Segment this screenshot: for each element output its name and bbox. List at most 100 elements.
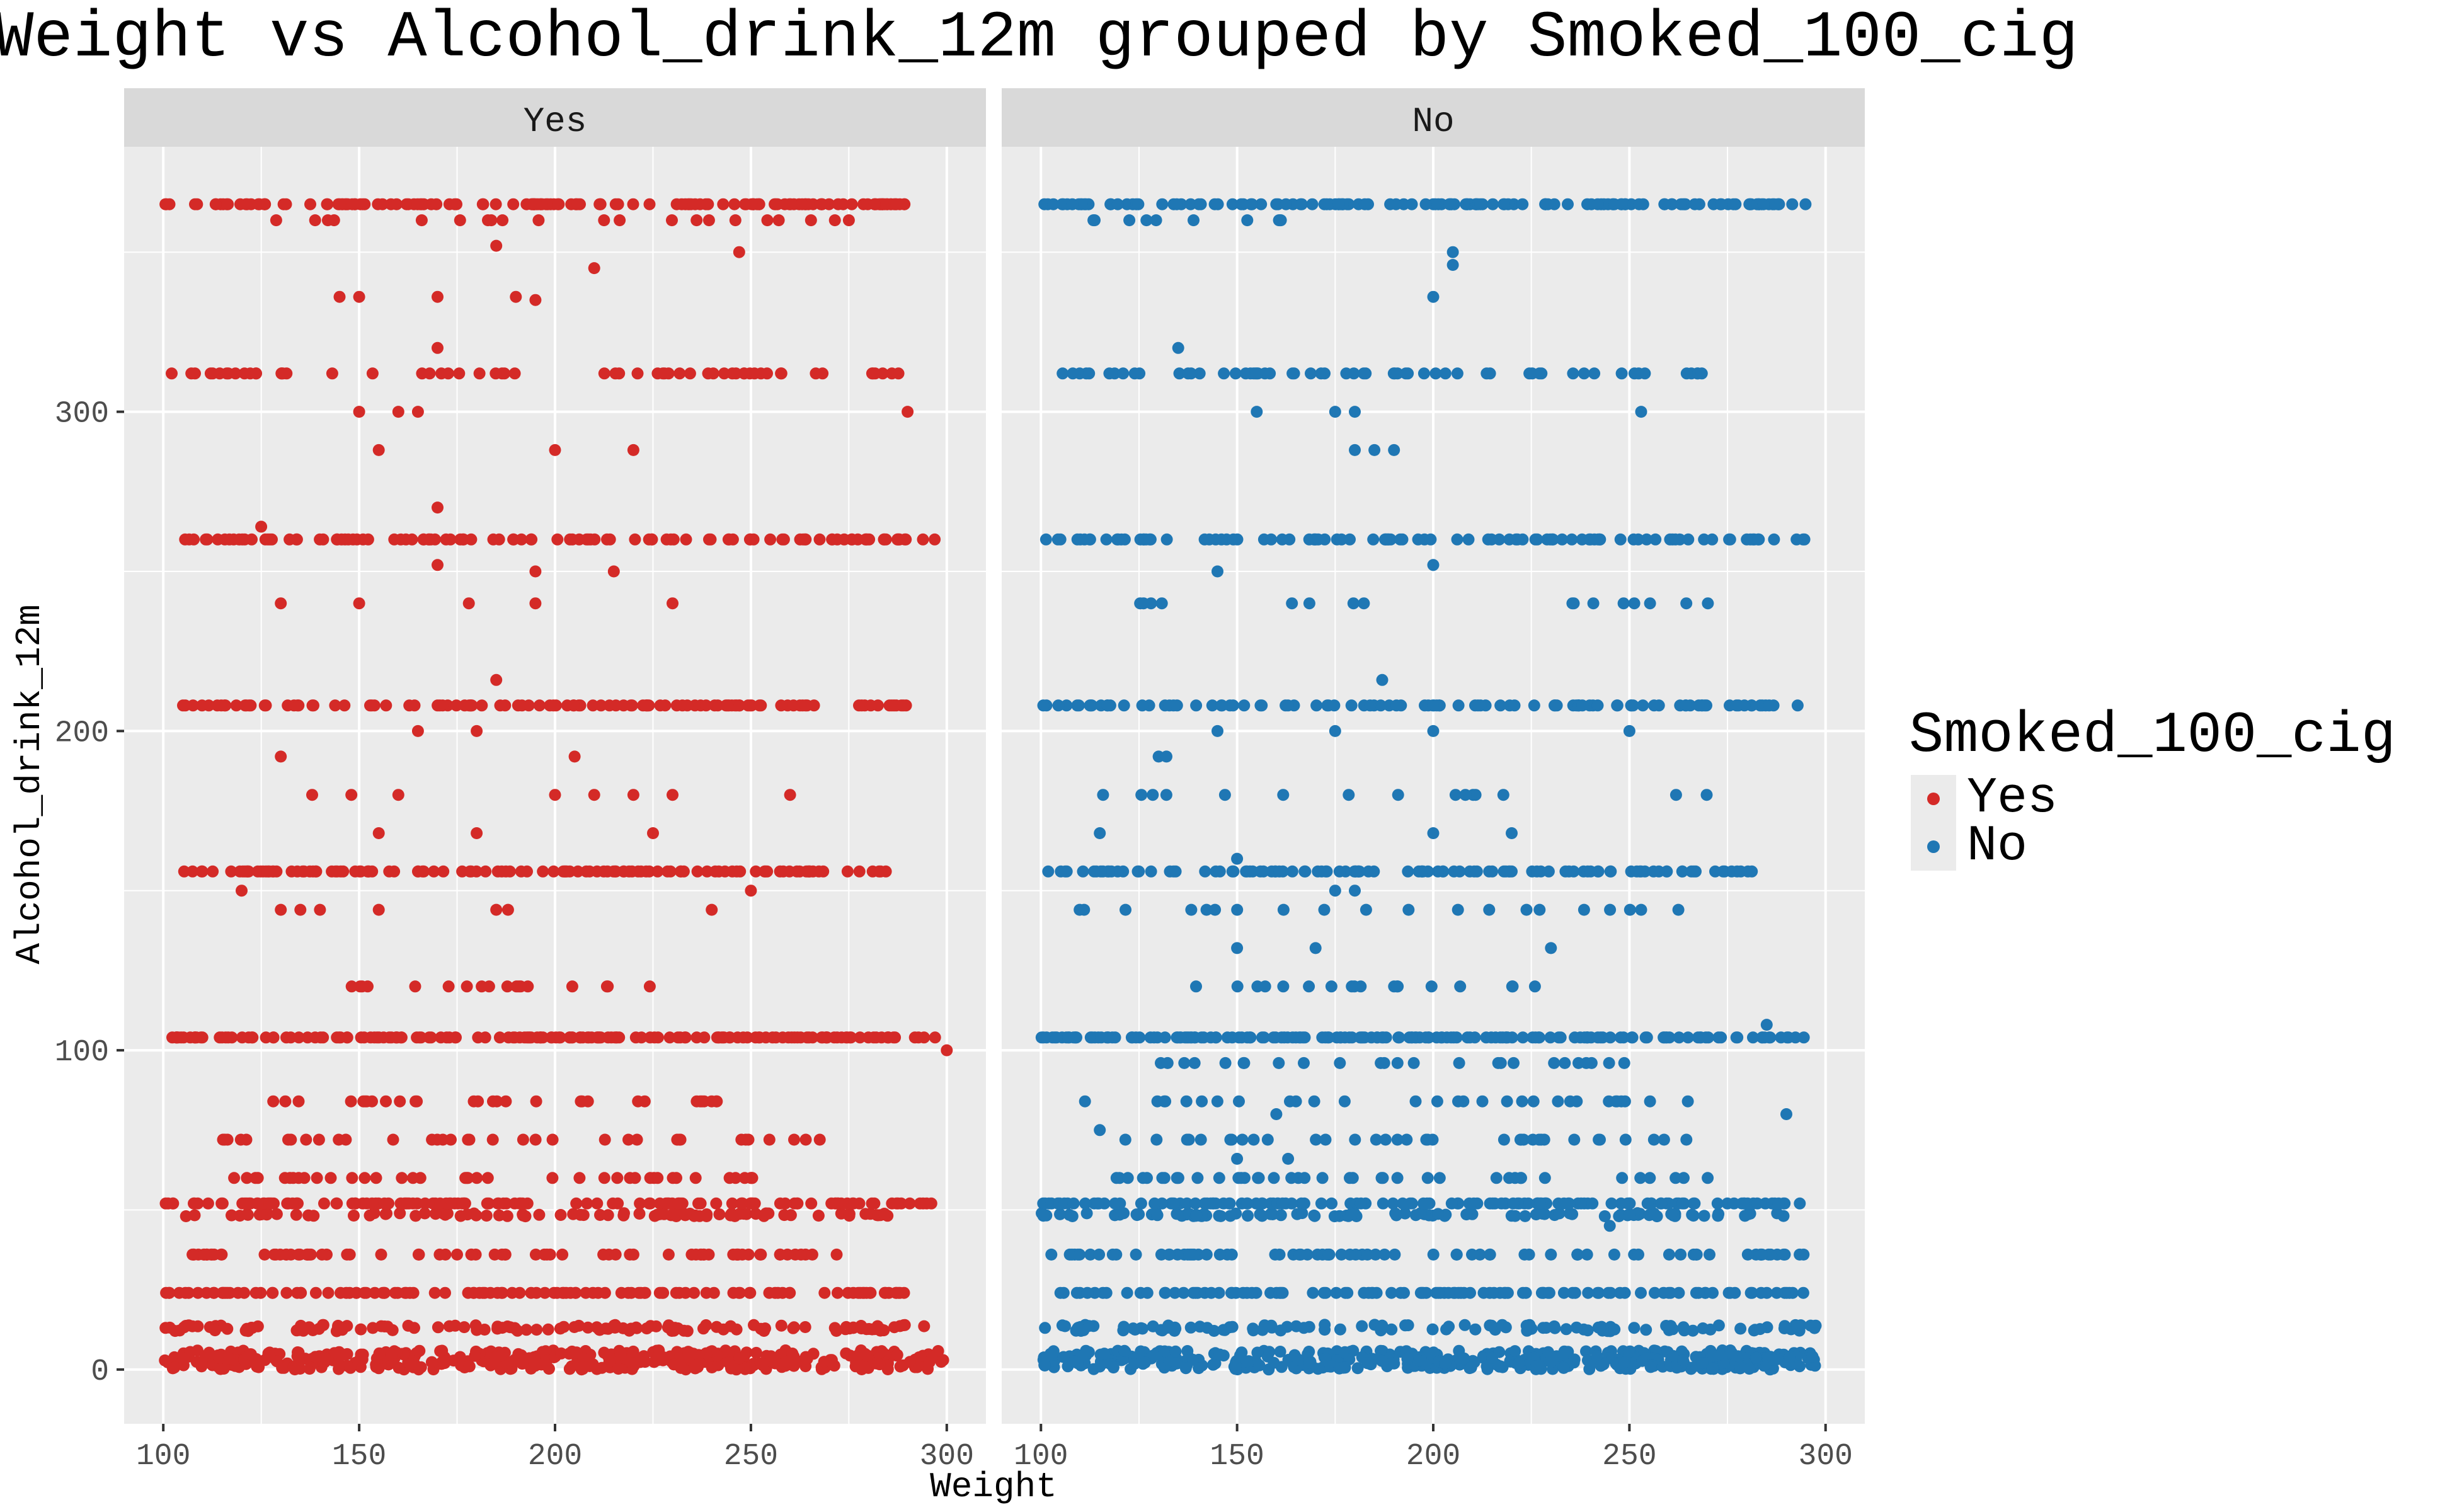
data-point xyxy=(729,214,742,227)
data-point xyxy=(1223,1197,1236,1210)
data-point xyxy=(1054,1208,1066,1220)
data-point xyxy=(486,1133,499,1146)
data-point xyxy=(633,1208,646,1220)
data-point xyxy=(1530,1208,1542,1221)
data-point xyxy=(1535,1133,1547,1146)
data-point xyxy=(481,1172,494,1184)
data-point xyxy=(429,1208,442,1220)
data-point xyxy=(453,367,466,380)
data-point xyxy=(1594,1133,1606,1146)
data-point xyxy=(813,1133,826,1146)
data-point xyxy=(1303,533,1315,546)
data-point xyxy=(1757,198,1770,210)
data-point xyxy=(1147,1349,1159,1362)
data-point xyxy=(1495,1197,1508,1210)
data-point xyxy=(1084,533,1096,546)
data-point xyxy=(1617,597,1630,610)
data-point xyxy=(449,1031,461,1044)
data-point xyxy=(1171,699,1183,712)
data-point xyxy=(1333,865,1346,878)
data-point xyxy=(1603,1095,1615,1108)
data-point xyxy=(797,533,810,546)
data-point xyxy=(1453,865,1466,878)
data-point xyxy=(1286,865,1298,878)
data-point xyxy=(1284,1095,1296,1108)
data-point xyxy=(1791,1320,1804,1332)
data-point xyxy=(1151,1209,1164,1222)
data-point xyxy=(1494,699,1507,712)
data-point xyxy=(1187,1286,1200,1299)
data-point xyxy=(456,1197,469,1210)
data-point xyxy=(428,1286,441,1299)
data-point xyxy=(390,1031,403,1044)
data-point xyxy=(364,699,376,712)
data-point xyxy=(255,865,267,878)
data-point xyxy=(1121,1286,1133,1299)
data-point xyxy=(678,1324,690,1337)
data-point xyxy=(1681,1031,1694,1044)
data-point xyxy=(644,1320,657,1332)
data-point xyxy=(1110,1172,1123,1184)
data-point xyxy=(704,533,717,546)
data-point xyxy=(1472,699,1484,712)
data-point xyxy=(239,1324,252,1337)
data-point xyxy=(353,406,365,418)
data-point xyxy=(1375,1344,1387,1357)
data-point xyxy=(388,533,401,546)
data-point xyxy=(442,980,455,993)
data-point xyxy=(495,1286,508,1299)
data-point xyxy=(651,865,664,878)
data-point xyxy=(348,1210,360,1222)
x-tick-label: 200 xyxy=(1406,1440,1460,1474)
data-point xyxy=(1663,1248,1675,1261)
data-point xyxy=(1575,1197,1588,1210)
data-point xyxy=(1624,1197,1636,1210)
data-point xyxy=(730,1363,743,1376)
data-point xyxy=(1150,214,1162,227)
data-point xyxy=(1562,1197,1574,1210)
data-point xyxy=(1402,903,1415,916)
data-point xyxy=(1298,1322,1310,1334)
data-point xyxy=(602,1209,614,1222)
data-point xyxy=(333,1363,345,1375)
data-point xyxy=(1641,533,1653,546)
data-point xyxy=(1641,1197,1654,1210)
data-point xyxy=(1057,367,1069,380)
data-point xyxy=(1037,1031,1050,1044)
data-point xyxy=(1150,1133,1163,1146)
data-point xyxy=(1181,1345,1194,1357)
data-point xyxy=(1267,1031,1280,1044)
data-point xyxy=(581,1321,594,1334)
data-point xyxy=(353,597,365,610)
data-point xyxy=(755,1358,768,1370)
data-point xyxy=(1453,1057,1465,1069)
data-point xyxy=(571,865,584,878)
data-point xyxy=(1483,903,1496,916)
data-point xyxy=(755,699,767,712)
data-point xyxy=(1548,1057,1561,1069)
data-point xyxy=(571,198,584,210)
data-point xyxy=(1581,198,1593,210)
data-point xyxy=(775,367,788,380)
data-point xyxy=(1484,367,1496,380)
data-point xyxy=(576,1095,588,1108)
data-point xyxy=(1559,865,1572,878)
data-point xyxy=(263,865,275,878)
data-point xyxy=(1391,980,1403,993)
data-point xyxy=(1446,246,1459,258)
data-point xyxy=(267,1095,280,1108)
data-point xyxy=(1181,1133,1193,1146)
data-point xyxy=(1406,1031,1418,1044)
data-point xyxy=(1509,1345,1521,1358)
data-point xyxy=(1515,1172,1527,1184)
data-point xyxy=(682,1346,694,1358)
data-point xyxy=(1615,367,1628,380)
data-point xyxy=(627,789,639,801)
data-point xyxy=(1557,1286,1570,1299)
data-point xyxy=(487,533,500,546)
data-point xyxy=(1354,1197,1367,1210)
data-point xyxy=(1158,1095,1171,1108)
data-point xyxy=(735,1133,748,1146)
data-point xyxy=(1274,1324,1287,1337)
data-point xyxy=(690,1358,703,1371)
